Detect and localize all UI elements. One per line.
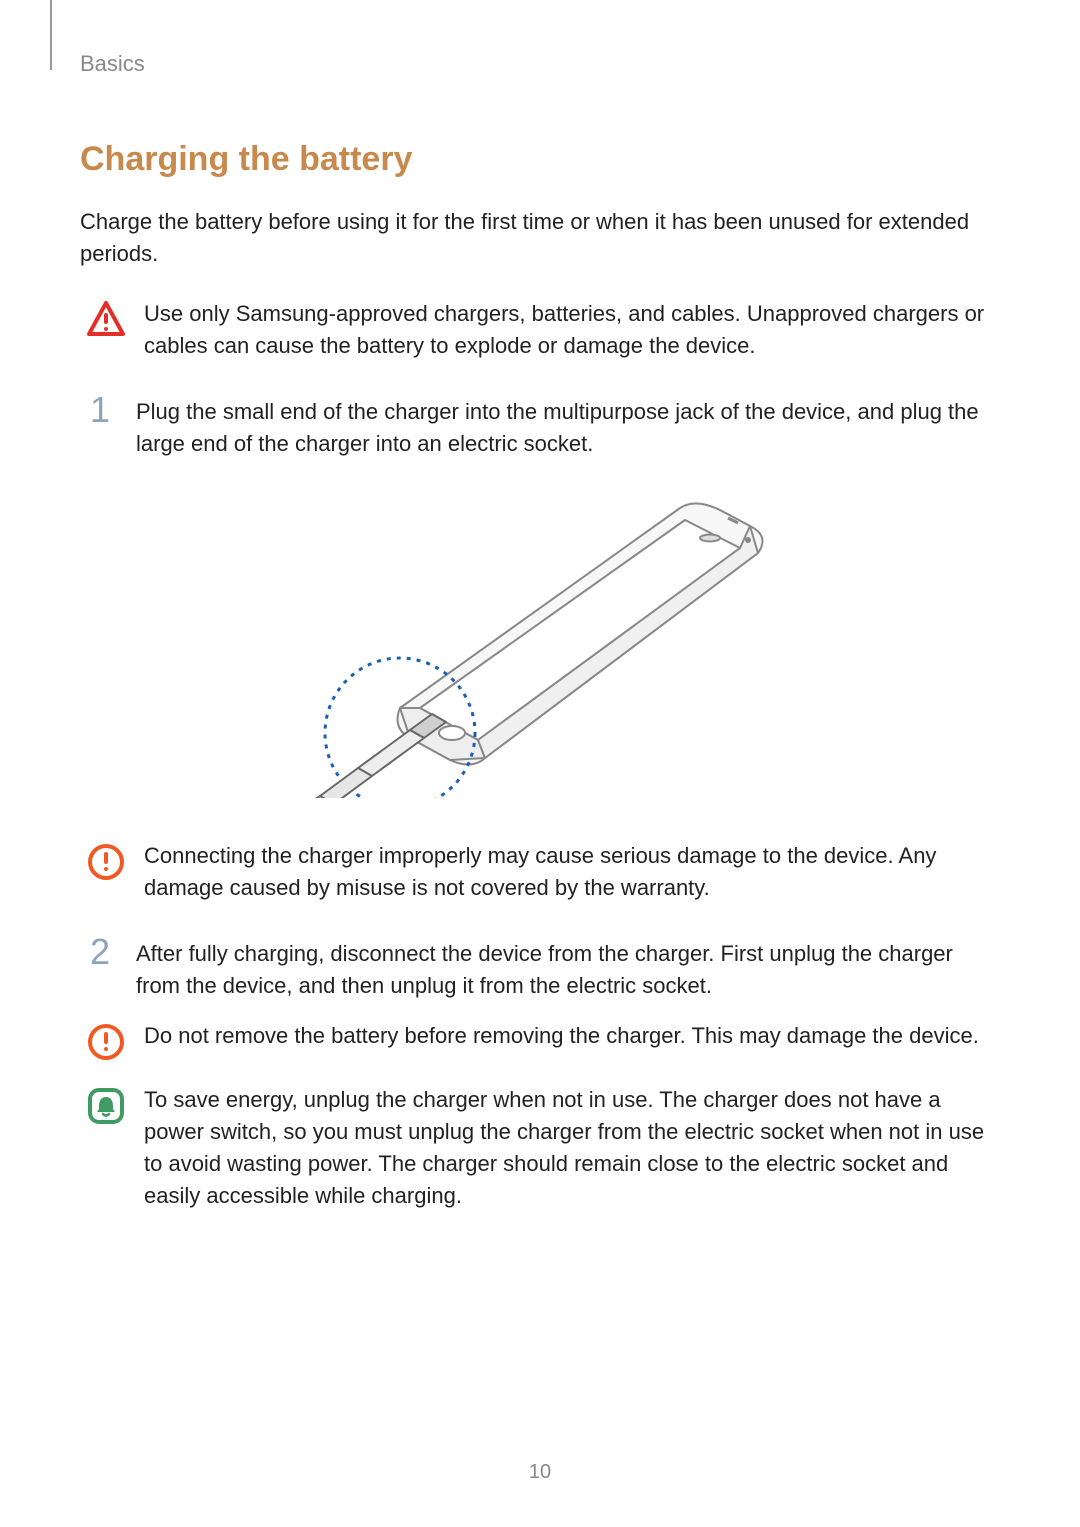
- warning-text: Use only Samsung-approved chargers, batt…: [144, 298, 1000, 362]
- caution-circle-icon: [86, 1022, 126, 1062]
- caution-note-2: Do not remove the battery before removin…: [80, 1020, 1000, 1062]
- tip-text: To save energy, unplug the charger when …: [144, 1084, 1000, 1212]
- step-1: 1 Plug the small end of the charger into…: [80, 396, 1000, 460]
- tip-bell-icon: [86, 1086, 126, 1126]
- page-number: 10: [0, 1458, 1080, 1487]
- warning-triangle-icon: [86, 300, 126, 340]
- step-text: Plug the small end of the charger into t…: [136, 396, 1000, 460]
- charging-illustration: [80, 478, 1000, 807]
- caution-text-2: Do not remove the battery before removin…: [144, 1020, 1000, 1052]
- warning-note: Use only Samsung-approved chargers, batt…: [80, 298, 1000, 362]
- header-rule: [50, 0, 52, 70]
- breadcrumb: Basics: [80, 48, 1000, 80]
- caution-text-1: Connecting the charger improperly may ca…: [144, 840, 1000, 904]
- tip-note: To save energy, unplug the charger when …: [80, 1084, 1000, 1212]
- caution-note-1: Connecting the charger improperly may ca…: [80, 840, 1000, 904]
- step-number: 1: [86, 392, 114, 428]
- step-2: 2 After fully charging, disconnect the d…: [80, 938, 1000, 1002]
- step-number: 2: [86, 934, 114, 970]
- caution-circle-icon: [86, 842, 126, 882]
- section-title: Charging the battery: [80, 135, 1000, 184]
- step-text: After fully charging, disconnect the dev…: [136, 938, 1000, 1002]
- intro-paragraph: Charge the battery before using it for t…: [80, 206, 1000, 270]
